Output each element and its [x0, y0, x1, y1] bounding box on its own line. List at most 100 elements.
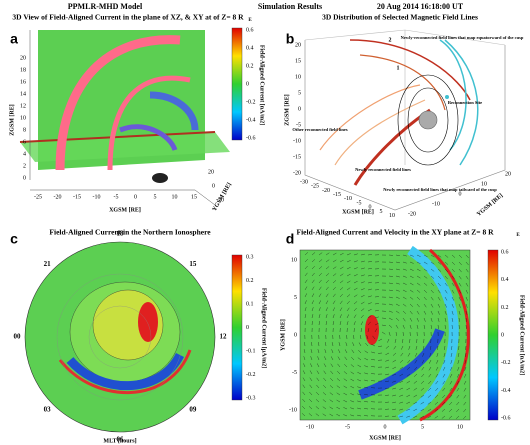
velocity-arrow — [346, 307, 350, 312]
velocity-arrow — [413, 415, 418, 418]
velocity-arrow — [392, 408, 397, 411]
colorbar-tick-label: 0.2 — [246, 63, 254, 69]
velocity-arrow — [427, 394, 432, 398]
velocity-arrow — [399, 394, 404, 397]
velocity-arrow — [427, 408, 432, 412]
velocity-arrow — [353, 267, 358, 270]
velocity-arrow — [458, 310, 461, 315]
velocity-arrow — [463, 415, 467, 420]
velocity-arrow — [395, 282, 400, 285]
velocity-arrow — [350, 414, 355, 417]
velocity-arrow — [353, 335, 355, 340]
velocity-arrow — [465, 282, 469, 287]
velocity-arrow — [336, 406, 341, 410]
velocity-arrow — [385, 380, 390, 382]
mlt-label: 00 — [14, 333, 22, 341]
velocity-arrow — [456, 415, 460, 419]
velocity-arrow — [308, 413, 313, 417]
velocity-arrow — [435, 394, 439, 398]
colorbar — [487, 249, 499, 421]
axis-label: ZGSM [RE] — [284, 94, 290, 126]
velocity-arrow — [360, 301, 365, 305]
velocity-arrow — [309, 377, 313, 382]
velocity-arrow — [451, 303, 454, 308]
colorbar-tick-label: 0.3 — [246, 254, 254, 260]
velocity-arrow — [339, 300, 343, 305]
velocity-arrow — [392, 359, 397, 363]
velocity-arrow — [318, 314, 321, 319]
velocity-arrow — [350, 371, 355, 375]
velocity-arrow — [409, 268, 414, 271]
velocity-arrow — [415, 345, 418, 350]
velocity-arrow — [416, 275, 421, 279]
z-tick-label: 8 — [23, 127, 26, 133]
velocity-arrow — [357, 364, 362, 368]
velocity-arrow — [367, 295, 372, 298]
velocity-arrow — [444, 254, 449, 258]
velocity-arrow — [399, 366, 404, 370]
velocity-arrow — [339, 321, 342, 326]
velocity-arrow — [409, 275, 414, 278]
velocity-arrow — [392, 352, 397, 356]
velocity-arrow — [339, 266, 344, 270]
velocity-arrow — [360, 274, 365, 277]
velocity-arrow — [399, 373, 404, 377]
velocity-arrow — [325, 252, 330, 256]
velocity-arrow — [318, 252, 323, 256]
x-tick-label: 5 — [154, 194, 157, 200]
velocity-arrow — [353, 274, 358, 277]
velocity-arrow — [449, 394, 453, 399]
velocity-arrow — [374, 323, 379, 326]
panel-title: 3D Distribution of Selected Magnetic Fie… — [322, 13, 478, 22]
velocity-arrow — [352, 342, 355, 347]
velocity-arrow — [464, 359, 467, 364]
panel-label: d — [286, 231, 295, 247]
velocity-arrow — [437, 254, 442, 258]
velocity-arrow — [451, 296, 455, 301]
velocity-arrow — [360, 267, 365, 270]
velocity-arrow — [302, 370, 306, 375]
colorbar-tick-label: 0 — [246, 325, 249, 331]
velocity-arrow — [437, 275, 441, 279]
velocity-arrow — [437, 289, 441, 294]
velocity-arrow — [458, 303, 461, 308]
velocity-arrow — [402, 261, 407, 264]
velocity-arrow — [309, 399, 313, 403]
y-tick-label: 0 — [294, 332, 297, 338]
velocity-arrow — [388, 310, 393, 313]
velocity-arrow — [385, 401, 390, 403]
velocity-arrow — [402, 338, 404, 343]
velocity-arrow — [360, 321, 364, 326]
x-tick-label: -10 — [344, 196, 352, 202]
velocity-arrow — [350, 386, 355, 389]
colorbar — [231, 254, 243, 401]
velocity-arrow — [458, 282, 462, 287]
velocity-arrow — [449, 387, 453, 392]
velocity-arrow — [435, 373, 439, 378]
velocity-arrow — [329, 385, 334, 389]
x-tick-label: 0 — [134, 194, 137, 200]
velocity-arrow — [360, 288, 365, 291]
annotation: Reconnection Site — [448, 100, 482, 105]
velocity-arrow — [463, 380, 467, 385]
velocity-arrow — [316, 363, 320, 368]
velocity-arrow — [435, 366, 439, 371]
velocity-arrow — [406, 408, 411, 411]
colorbar-label: Field-Aligned Current [nA/m2] — [519, 295, 525, 375]
x-tick-label: 0 — [369, 205, 372, 211]
velocity-arrow — [456, 387, 460, 392]
velocity-arrow — [450, 359, 453, 364]
velocity-arrow — [402, 275, 407, 278]
velocity-arrow — [374, 296, 379, 298]
velocity-arrow — [463, 387, 467, 392]
velocity-arrow — [407, 352, 411, 357]
z-tick-label: 16 — [20, 79, 26, 85]
velocity-arrow — [416, 310, 420, 315]
velocity-arrow — [406, 387, 411, 391]
velocity-arrow — [311, 314, 314, 319]
velocity-arrow — [353, 253, 358, 256]
velocity-arrow — [367, 281, 372, 284]
header-time: 20 Aug 2014 16:18:00 UT — [377, 2, 464, 11]
velocity-arrow — [364, 401, 369, 403]
velocity-arrow — [444, 296, 448, 301]
